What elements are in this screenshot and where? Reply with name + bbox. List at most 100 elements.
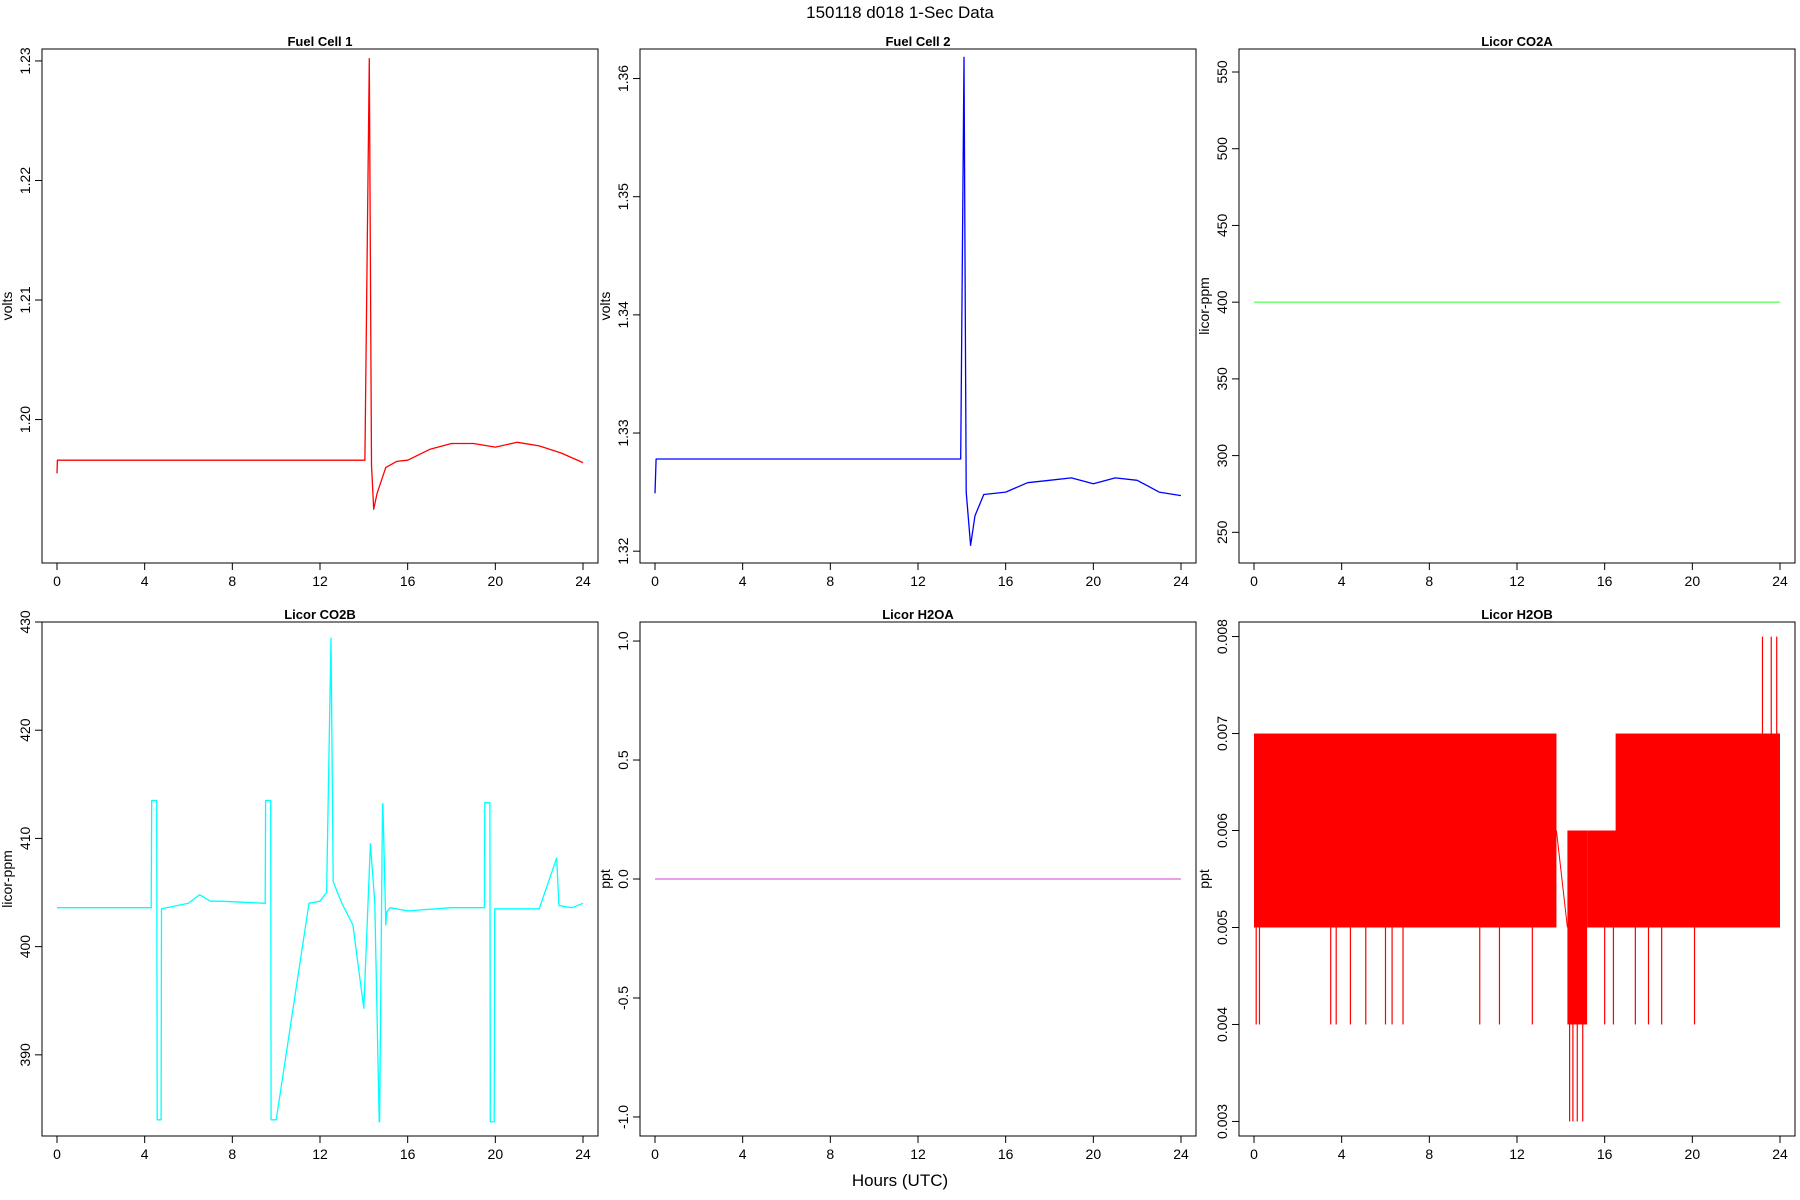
y-tick-label: 1.21	[17, 286, 33, 313]
series-line	[57, 637, 584, 1123]
y-tick-label: 1.34	[615, 301, 631, 328]
x-tick-label: 4	[739, 573, 747, 589]
y-axis-label: volts	[597, 292, 613, 321]
panel-1: Fuel Cell 1 volts 0 4 8 12 16 20 24 1.20 1.21 1.22 1…	[0, 34, 599, 589]
x-tick-label: 8	[826, 573, 834, 589]
y-tick-label: 0.006	[1214, 813, 1230, 848]
y-tick-label: 410	[17, 827, 33, 851]
x-tick-label: 24	[1173, 573, 1189, 589]
y-axis-label: licor-ppm	[1196, 277, 1212, 335]
x-tick-label: 4	[141, 573, 149, 589]
x-tick-label: 4	[739, 1146, 747, 1162]
x-tick-label: 8	[1425, 573, 1433, 589]
series-band	[1615, 733, 1780, 928]
panel-title: Licor CO2A	[1481, 34, 1553, 49]
panel-title: Licor H2OB	[1481, 607, 1553, 622]
series-band	[1567, 830, 1588, 1025]
x-tick-label: 4	[1338, 573, 1346, 589]
x-tick-label: 0	[53, 1146, 61, 1162]
x-tick-label: 8	[1425, 1146, 1433, 1162]
y-tick-label: 0.004	[1214, 1007, 1230, 1042]
y-tick-label: 400	[17, 935, 33, 959]
panel-2: Fuel Cell 2 volts 0 4 8 12 16 20 24 1.32 1.33 1.34 1…	[597, 34, 1197, 589]
x-tick-label: 4	[1338, 1146, 1346, 1162]
plot-frame	[41, 621, 599, 1137]
y-tick-label: -1.0	[615, 1105, 631, 1129]
panel-title: Licor H2OA	[882, 607, 954, 622]
x-tick-label: 4	[141, 1146, 149, 1162]
figure-title: 150118 d018 1-Sec Data	[806, 3, 994, 22]
y-tick-label: 0.0	[615, 869, 631, 889]
x-tick-label: 12	[1509, 1146, 1525, 1162]
y-tick-label: 0.007	[1214, 716, 1230, 751]
x-tick-label: 20	[1685, 1146, 1701, 1162]
x-tick-label: 12	[312, 573, 328, 589]
y-tick-label: 0.008	[1214, 619, 1230, 654]
x-tick-label: 0	[651, 573, 659, 589]
x-tick-label: 20	[1685, 573, 1701, 589]
series-line	[654, 56, 1182, 546]
plot-frame	[639, 48, 1197, 564]
x-tick-label: 20	[488, 573, 504, 589]
panel-4: Licor CO2B licor-ppm 0 4 8 12 16 20 24 390 400 410 4…	[0, 607, 599, 1162]
x-tick-label: 24	[575, 573, 591, 589]
panel-6: Licor H2OB ppt 0 4 8 12 16 20 24 0.003 0.004 0.005 0…	[1196, 607, 1796, 1162]
y-tick-label: 1.36	[615, 65, 631, 92]
x-tick-label: 12	[910, 1146, 926, 1162]
x-tick-label: 0	[1250, 1146, 1258, 1162]
x-tick-label: 8	[826, 1146, 834, 1162]
y-tick-label: 400	[1214, 290, 1230, 314]
panel-5: Licor H2OA ppt 0 4 8 12 16 20 24 -1.0 -0.5 0.0 0.5 1.…	[597, 607, 1197, 1162]
panel-title: Licor CO2B	[284, 607, 356, 622]
panel-title: Fuel Cell 1	[287, 34, 352, 49]
y-tick-label: 500	[1214, 137, 1230, 161]
x-tick-label: 8	[228, 1146, 236, 1162]
y-tick-label: 0.003	[1214, 1104, 1230, 1139]
y-tick-label: 1.35	[615, 183, 631, 210]
y-axis-label: ppt	[1196, 869, 1212, 889]
x-tick-label: 0	[1250, 573, 1258, 589]
x-tick-label: 16	[400, 1146, 416, 1162]
panel-3: Licor CO2A licor-ppm 0 4 8 12 16 20 24 250 300 350 4…	[1196, 34, 1796, 589]
x-tick-label: 0	[651, 1146, 659, 1162]
y-tick-label: 0.005	[1214, 910, 1230, 945]
x-tick-label: 20	[488, 1146, 504, 1162]
y-tick-label: 1.23	[17, 47, 33, 74]
y-axis-label: volts	[0, 292, 15, 321]
x-tick-label: 8	[228, 573, 236, 589]
y-axis-label: ppt	[597, 869, 613, 889]
series-connector	[1555, 830, 1568, 928]
plot-frame	[41, 48, 599, 564]
y-tick-label: 1.22	[17, 167, 33, 194]
y-tick-label: 250	[1214, 520, 1230, 544]
x-tick-label: 24	[575, 1146, 591, 1162]
y-tick-label: 350	[1214, 367, 1230, 391]
y-tick-label: 1.20	[17, 406, 33, 433]
x-tick-label: 16	[998, 1146, 1014, 1162]
y-tick-label: 390	[17, 1043, 33, 1067]
y-tick-label: 1.32	[615, 537, 631, 564]
x-tick-label: 16	[998, 573, 1014, 589]
x-tick-label: 12	[1509, 573, 1525, 589]
y-tick-label: 450	[1214, 214, 1230, 238]
x-tick-label: 24	[1772, 1146, 1788, 1162]
x-tick-label: 20	[1086, 573, 1102, 589]
y-tick-label: 420	[17, 718, 33, 742]
x-tick-label: 0	[53, 573, 61, 589]
y-tick-label: 0.5	[615, 750, 631, 770]
y-tick-label: 550	[1214, 60, 1230, 84]
x-tick-label: 16	[1597, 573, 1613, 589]
x-tick-label: 24	[1772, 573, 1788, 589]
panel-title: Fuel Cell 2	[885, 34, 950, 49]
x-tick-label: 12	[910, 573, 926, 589]
y-tick-label: 430	[17, 610, 33, 634]
figure-xlabel: Hours (UTC)	[852, 1171, 948, 1190]
x-tick-label: 16	[400, 573, 416, 589]
y-tick-label: 1.33	[615, 419, 631, 446]
plot-frame	[1238, 48, 1796, 564]
series-line	[56, 57, 584, 510]
x-tick-label: 20	[1086, 1146, 1102, 1162]
x-tick-label: 24	[1173, 1146, 1189, 1162]
y-tick-label: 1.0	[615, 631, 631, 651]
